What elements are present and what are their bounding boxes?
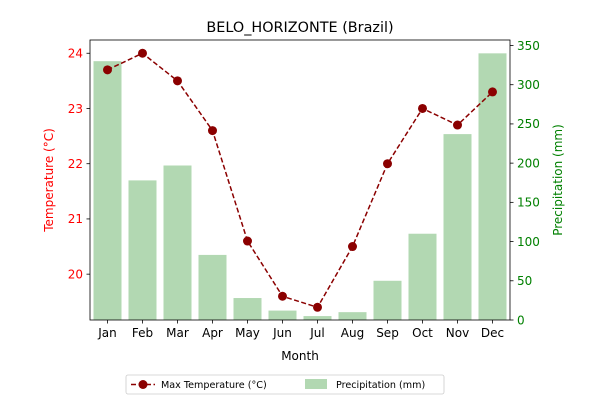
precip-bar-jun [268, 310, 297, 320]
x-tick-label: May [235, 326, 260, 340]
temp-point-jul [313, 302, 322, 312]
legend: Max Temperature (°C) Precipitation (mm) [125, 374, 445, 395]
left-tick-label: 23 [68, 102, 83, 116]
precip-bar-apr [198, 254, 227, 320]
x-tick-label: Jun [272, 326, 292, 340]
right-tick-label: 250 [517, 117, 540, 131]
temp-point-oct [418, 103, 427, 113]
left-tick-label: 20 [68, 267, 83, 281]
precip-bar-mar [163, 165, 192, 320]
left-tick-label: 24 [68, 47, 83, 61]
temp-point-nov [453, 120, 462, 130]
right-tick-label: 350 [517, 39, 540, 53]
x-tick-label: Dec [481, 326, 504, 340]
right-axis-ticks: 0 50 100 150 200 250 300 350 [510, 39, 540, 327]
precip-bar-may [233, 298, 262, 320]
legend-label-precipitation: Precipitation (mm) [336, 380, 425, 391]
precip-bar-jul [303, 316, 332, 320]
left-tick-label: 21 [68, 212, 83, 226]
x-tick-label: Jan [97, 326, 117, 340]
x-tick-label: Mar [166, 326, 189, 340]
plot-frame [89, 39, 511, 321]
temp-point-jun [278, 291, 287, 301]
temp-point-may [243, 236, 252, 246]
temperature-series-line [107, 52, 494, 309]
precip-bar-nov [443, 134, 472, 320]
legend-frame [125, 374, 445, 395]
right-tick-label: 100 [517, 235, 540, 249]
temp-point-sep [383, 159, 392, 169]
x-tick-label: Jul [309, 326, 324, 340]
temperature-line [103, 48, 497, 312]
precipitation-bars [93, 53, 507, 320]
legend-marker-swatch [138, 380, 148, 389]
temp-point-jan [103, 65, 112, 75]
chart-title: BELO_HORIZONTE (Brazil) [206, 20, 393, 36]
right-tick-label: 0 [517, 313, 525, 327]
right-tick-label: 150 [517, 196, 540, 210]
temp-point-apr [208, 126, 217, 136]
precip-bar-oct [408, 233, 437, 320]
right-tick-label: 300 [517, 78, 540, 92]
x-tick-label: Nov [446, 326, 469, 340]
x-tick-label: Sep [376, 326, 399, 340]
legend-label-temperature: Max Temperature (°C) [161, 380, 267, 391]
precip-bar-feb [128, 180, 157, 320]
x-tick-label: Feb [132, 326, 153, 340]
x-tick-label: Oct [412, 326, 433, 340]
x-axis-label: Month [281, 349, 319, 363]
x-axis-ticks: Jan Feb Mar Apr May Jun Jul Aug Sep Oct Nov Dec [97, 320, 504, 340]
precip-bar-jan [93, 61, 122, 320]
temp-point-mar [173, 76, 182, 86]
precip-bar-aug [338, 312, 367, 320]
right-tick-label: 200 [517, 156, 540, 170]
x-tick-label: Apr [202, 326, 223, 340]
left-tick-label: 22 [68, 157, 83, 171]
right-axis-label: Precipitation (mm) [551, 124, 565, 236]
precip-bar-dec [478, 53, 507, 320]
temp-point-feb [138, 48, 147, 58]
left-axis-ticks: 20 21 22 23 24 [68, 47, 90, 281]
x-tick-label: Aug [341, 326, 364, 340]
left-axis-label: Temperature (°C) [42, 128, 56, 233]
temp-point-aug [348, 242, 357, 252]
right-tick-label: 50 [517, 274, 532, 288]
precip-bar-sep [373, 280, 402, 320]
legend-bar-swatch [305, 379, 327, 389]
temp-point-dec [488, 87, 497, 97]
